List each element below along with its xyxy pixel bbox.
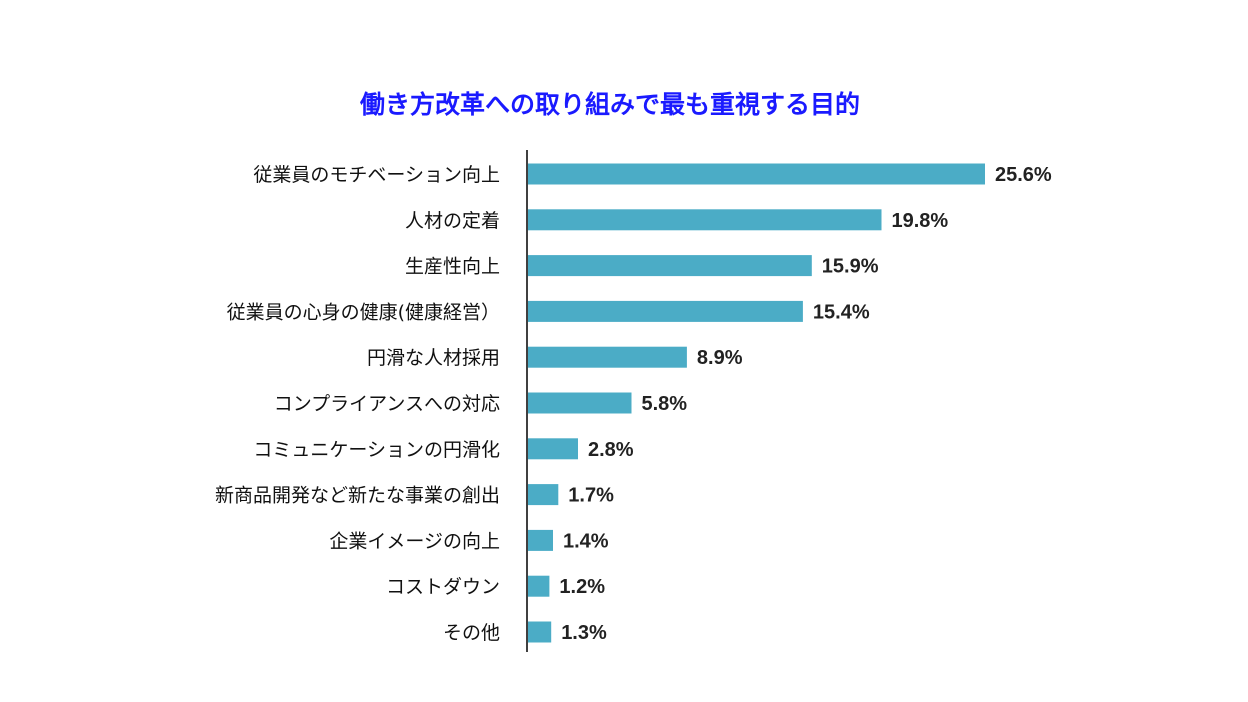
- value-label: 1.4%: [563, 530, 609, 552]
- category-label: 従業員の心身の健康(健康経営）: [227, 301, 500, 323]
- bar: [528, 484, 559, 506]
- category-label: 人材の定着: [405, 210, 500, 232]
- category-label: コンプライアンスへの対応: [274, 393, 500, 415]
- category-label: 生産性向上: [405, 256, 500, 278]
- value-label: 15.9%: [822, 256, 879, 278]
- value-labels-group: 25.6% 19.8% 15.9% 15.4% 8.9% 5.8% 2.8% 1.7% 1.4%…: [559, 164, 1052, 644]
- bar: [528, 255, 812, 277]
- value-label: 1.7%: [568, 485, 614, 507]
- category-label: その他: [443, 622, 500, 644]
- category-label: コストダウン: [386, 576, 500, 598]
- value-label: 5.8%: [642, 393, 688, 415]
- bar: [528, 621, 552, 643]
- bar: [528, 300, 803, 322]
- value-label: 25.6%: [995, 164, 1052, 186]
- value-label: 2.8%: [588, 439, 634, 461]
- category-label: 円滑な人材採用: [367, 347, 500, 369]
- bar: [528, 392, 632, 414]
- category-label: 企業イメージの向上: [329, 530, 500, 552]
- value-label: 15.4%: [813, 301, 870, 323]
- category-label: 従業員のモチベーション向上: [253, 164, 500, 186]
- bar: [528, 346, 687, 368]
- bar: [528, 163, 985, 185]
- category-label: コミュニケーションの円滑化: [253, 439, 500, 461]
- bars-group: [528, 163, 985, 643]
- value-label: 1.3%: [561, 622, 607, 644]
- value-label: 1.2%: [559, 576, 605, 598]
- bar: [528, 575, 550, 597]
- value-label: 8.9%: [697, 347, 743, 369]
- category-label: 新商品開発など新たな事業の創出: [215, 485, 500, 507]
- bar: [528, 529, 553, 551]
- bar: [528, 209, 882, 231]
- chart-title: 働き方改革への取り組みで最も重視する目的: [359, 90, 860, 119]
- value-label: 19.8%: [892, 210, 949, 232]
- bar: [528, 438, 578, 460]
